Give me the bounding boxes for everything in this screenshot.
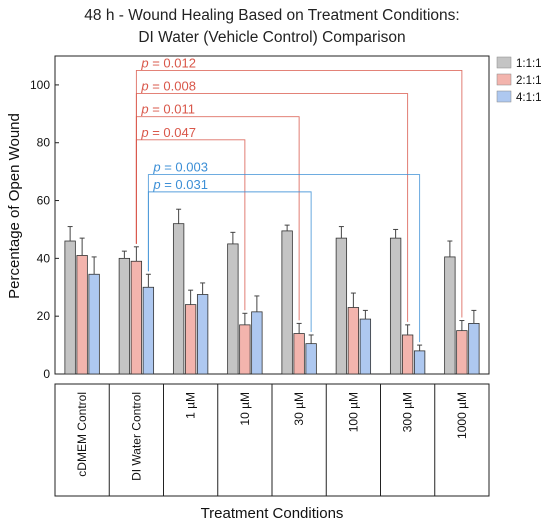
- p-symbol: p: [140, 79, 148, 94]
- p-symbol: p: [140, 125, 148, 140]
- bar: [401, 334, 414, 375]
- significance-label: p = 0.012: [140, 55, 196, 70]
- bar: [456, 330, 468, 375]
- legend-label: 2:1:1: [516, 75, 542, 87]
- legend-swatch: [496, 73, 512, 86]
- bar: [305, 343, 317, 375]
- category-label: 10 µM: [238, 392, 252, 426]
- bar: [389, 237, 402, 375]
- y-axis-ticks: 0 20 40 60 80 100: [30, 78, 59, 381]
- category-label: DI Water Control: [129, 392, 143, 481]
- significance-bracket: [147, 191, 312, 332]
- bars: [64, 223, 480, 375]
- bar: [468, 323, 480, 375]
- category-label: 100 µM: [346, 392, 360, 432]
- significance-label: p = 0.011: [140, 102, 195, 117]
- significance-label: p = 0.047: [140, 125, 196, 140]
- category-labels: cDMEM Control DI Water Control 1 µM 10 µM 30…: [75, 392, 469, 481]
- significance-label: p = 0.003: [152, 160, 208, 175]
- legend-swatch: [496, 56, 512, 69]
- legend: 1:1:1 2:1:1 4:1:1: [496, 56, 542, 104]
- bar: [281, 230, 293, 375]
- bar: [293, 333, 305, 375]
- y-tick-label: 60: [37, 194, 51, 208]
- y-axis-label: Percentage of Open Wound: [6, 113, 23, 299]
- category-label: 300 µM: [401, 392, 415, 432]
- bar: [130, 260, 143, 375]
- chart-title-line-1: 48 h - Wound Healing Based on Treatment …: [84, 7, 459, 24]
- legend-label: 4:1:1: [516, 92, 542, 104]
- bar: [118, 257, 131, 375]
- category-label: cDMEM Control: [75, 392, 89, 477]
- category-label: 30 µM: [292, 392, 306, 426]
- bar: [76, 255, 88, 375]
- bar: [184, 304, 197, 375]
- y-tick-label: 100: [30, 78, 50, 92]
- bar: [196, 294, 209, 375]
- error-bars: [67, 208, 477, 351]
- p-symbol: p: [140, 55, 148, 70]
- bar: [359, 318, 372, 375]
- bar: [64, 240, 76, 375]
- p-symbol: p: [152, 177, 160, 192]
- y-tick-label: 20: [37, 309, 51, 323]
- p-symbol: p: [140, 102, 148, 117]
- significance-bracket: [135, 116, 300, 321]
- significance-annotations: p = 0.012 p = 0.008 p = 0.011 p = 0.047 p = …: [135, 55, 463, 343]
- p-symbol: p: [152, 160, 160, 175]
- category-label: 1000 µM: [455, 392, 469, 439]
- bar: [335, 237, 348, 375]
- significance-label: p = 0.031: [152, 177, 208, 192]
- legend-label: 1:1:1: [516, 58, 542, 70]
- bar: [172, 223, 185, 375]
- bar: [347, 307, 360, 375]
- significance-bracket: [135, 139, 246, 311]
- bar: [88, 273, 100, 375]
- y-tick-label: 80: [37, 136, 51, 150]
- bar: [239, 324, 251, 375]
- chart-title-line-2: DI Water (Vehicle Control) Comparison: [138, 29, 405, 46]
- category-label: 1 µM: [184, 392, 198, 419]
- bar: [142, 286, 155, 375]
- y-tick-label: 0: [43, 367, 50, 381]
- category-separators: [108, 384, 436, 496]
- bar: [444, 256, 456, 375]
- x-axis-label: Treatment Conditions: [201, 505, 344, 522]
- bar: [227, 243, 239, 375]
- bar: [413, 350, 426, 375]
- legend-swatch: [496, 90, 512, 103]
- plot-frame: [54, 55, 490, 375]
- bar: [251, 311, 263, 375]
- significance-label: p = 0.008: [140, 79, 196, 94]
- y-tick-label: 40: [37, 251, 51, 265]
